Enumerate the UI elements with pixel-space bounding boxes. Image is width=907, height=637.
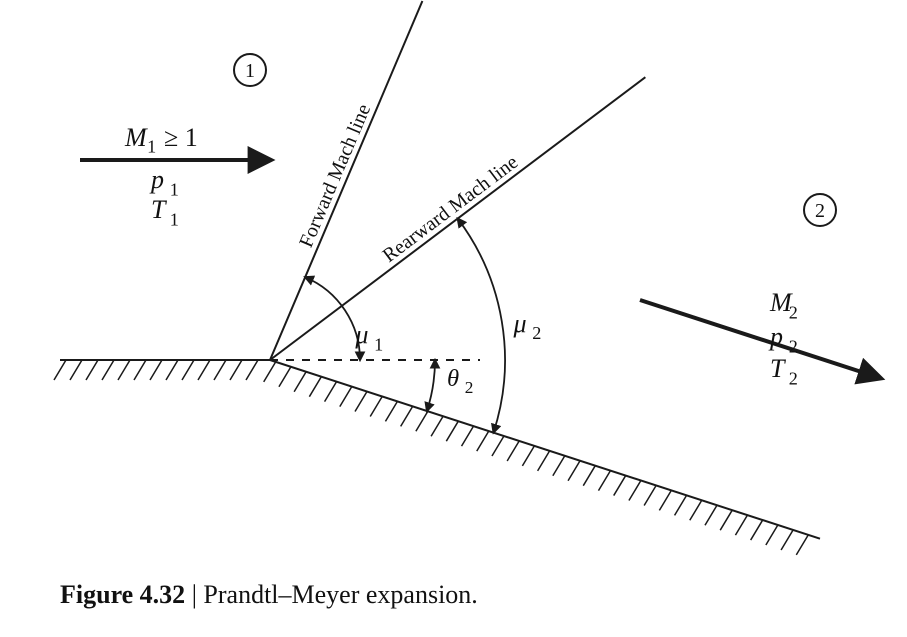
- caption-prefix: Figure 4.32: [60, 580, 185, 609]
- caption-text: Prandtl–Meyer expansion.: [203, 580, 477, 609]
- mu2-arc: [458, 219, 505, 433]
- svg-text:p: p: [768, 322, 783, 351]
- theta2-arc: [427, 360, 435, 411]
- region-2-marker: 2: [804, 194, 836, 226]
- svg-text:Forward Mach line: Forward Mach line: [295, 101, 375, 251]
- figure-caption: Figure 4.32 | Prandtl–Meyer expansion.: [60, 580, 478, 610]
- svg-text:≥ 1: ≥ 1: [164, 123, 198, 152]
- svg-text:1: 1: [245, 60, 255, 82]
- rearward-mach-label: Rearward Mach line: [379, 151, 523, 267]
- svg-text:2: 2: [789, 302, 798, 322]
- svg-text:Rearward Mach line: Rearward Mach line: [379, 151, 523, 267]
- svg-text:2: 2: [789, 336, 798, 356]
- region-1-marker: 1: [234, 54, 266, 86]
- caption-sep: |: [185, 580, 203, 609]
- svg-text:2: 2: [815, 200, 825, 222]
- svg-text:1: 1: [170, 209, 179, 229]
- svg-text:M: M: [124, 123, 148, 152]
- svg-text:μ: μ: [354, 320, 368, 349]
- svg-text:p: p: [149, 165, 164, 194]
- svg-text:2: 2: [465, 378, 474, 397]
- svg-text:T: T: [151, 195, 167, 224]
- svg-text:2: 2: [532, 323, 541, 343]
- forward-mach-label: Forward Mach line: [295, 101, 375, 251]
- svg-text:1: 1: [147, 137, 156, 157]
- svg-text:1: 1: [170, 179, 179, 199]
- downstream-flow-arrow: [640, 300, 880, 378]
- upstream-flow-arrow: M1 ≥ 1: [80, 123, 270, 160]
- svg-text:θ: θ: [447, 365, 459, 392]
- svg-text:1: 1: [374, 335, 383, 355]
- wall: [54, 360, 820, 555]
- diagram-canvas: Forward Mach lineRearward Mach lineμ1μ2θ…: [0, 0, 907, 637]
- mu1-arc: [305, 277, 360, 360]
- svg-text:T: T: [770, 354, 786, 383]
- forward-mach-line: [270, 1, 422, 360]
- svg-text:2: 2: [789, 368, 798, 388]
- svg-text:μ: μ: [513, 309, 527, 338]
